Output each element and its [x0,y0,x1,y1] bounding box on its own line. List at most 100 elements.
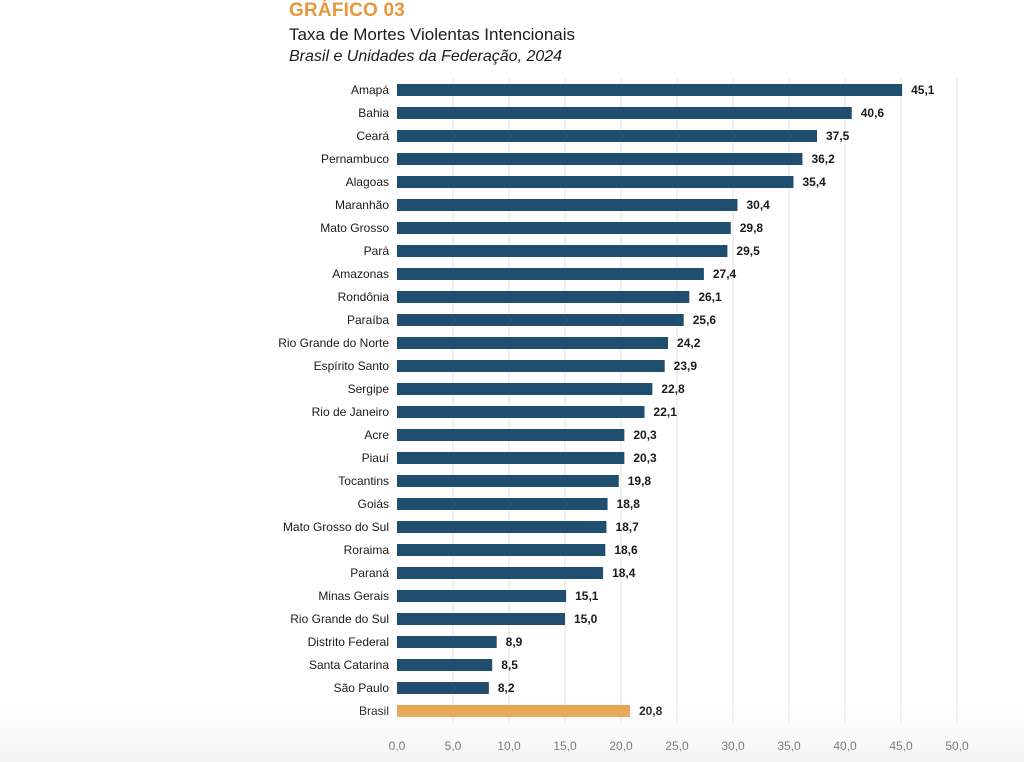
category-label: Santa Catarina [309,658,389,672]
x-tick-label: 35,0 [777,739,801,753]
category-labels: Amapá Bahia Ceará Pernambuco Alagoas Maranhão… [278,83,389,718]
bar-highlight [397,705,630,717]
category-label: Acre [364,428,389,442]
x-tick-label: 10,0 [497,739,521,753]
bar [397,176,794,188]
x-tick-label: 15,0 [553,739,577,753]
x-tick-label: 45,0 [889,739,913,753]
bar [397,659,493,671]
value-label: 8,5 [501,658,518,672]
category-label: Rio de Janeiro [312,405,390,419]
x-tick-label: 25,0 [665,739,689,753]
x-tick-label: 50,0 [945,739,969,753]
bar [397,429,625,441]
category-label: Maranhão [335,198,389,212]
value-label: 25,6 [693,313,717,327]
bar [397,107,852,119]
value-label: 18,4 [612,566,636,580]
value-label: 45,1 [911,83,935,97]
category-label: Alagoas [346,175,389,189]
value-label: 27,4 [713,267,737,281]
bars [397,84,903,717]
value-label: 20,3 [633,428,657,442]
value-label: 30,4 [746,198,770,212]
bar [397,268,704,280]
category-label: Mato Grosso [320,221,389,235]
bar [397,682,489,694]
bar [397,613,565,625]
value-label: 18,6 [614,543,638,557]
x-tick-label: 40,0 [833,739,857,753]
bar [397,590,567,602]
category-label: Amazonas [332,267,389,281]
value-label: 15,0 [574,612,598,626]
value-label: 15,1 [575,589,599,603]
value-label: 8,9 [506,635,523,649]
x-tick-label: 20,0 [609,739,633,753]
x-axis-ticks: 0,0 5,0 10,0 15,0 20,0 25,0 30,0 35,0 40,0 45,0 50… [389,739,969,753]
gridlines [452,78,958,722]
bar [397,153,803,165]
bar [397,84,903,96]
value-label: 24,2 [677,336,701,350]
category-label: Goiás [358,497,389,511]
category-label: Mato Grosso do Sul [283,520,389,534]
category-label: Espírito Santo [314,359,390,373]
value-label: 29,8 [740,221,764,235]
bar [397,567,604,579]
x-tick-label: 0,0 [389,739,406,753]
value-label: 36,2 [811,152,835,166]
value-label: 26,1 [698,290,722,304]
category-label: Distrito Federal [308,635,389,649]
chart-header: GRÁFICO 03 Taxa de Mortes Violentas Inte… [289,0,989,67]
bar [397,452,625,464]
category-label: Sergipe [348,382,390,396]
bar [397,337,669,349]
bar [397,498,608,510]
bar [397,130,817,142]
category-label: Pernambuco [321,152,389,166]
bar [397,360,665,372]
bar [397,521,607,533]
value-label: 40,6 [861,106,885,120]
category-label: Paraíba [347,313,389,327]
value-label: 23,9 [674,359,698,373]
bar [397,544,606,556]
chart-subtitle: Brasil e Unidades da Federação, 2024 [289,48,563,65]
chart-title: Taxa de Mortes Violentas Intencionais [289,25,576,44]
category-label: Tocantins [338,474,389,488]
bar [397,406,645,418]
value-label: 20,3 [633,451,657,465]
category-label: Amapá [351,83,389,97]
value-label: 19,8 [628,474,652,488]
bar [397,291,690,303]
value-label: 37,5 [826,129,850,143]
category-label: Roraima [344,543,390,557]
value-label: 18,8 [617,497,641,511]
category-label: Piauí [362,451,390,465]
category-label: Bahia [358,106,389,120]
value-label: 20,8 [639,704,663,718]
bar [397,199,738,211]
category-label: São Paulo [334,681,390,695]
category-label: Rio Grande do Sul [290,612,389,626]
category-label: Ceará [356,129,389,143]
value-label: 22,8 [661,382,685,396]
bar [397,222,731,234]
value-label: 22,1 [654,405,678,419]
x-tick-label: 30,0 [721,739,745,753]
category-label: Brasil [359,704,389,718]
bar [397,314,684,326]
value-label: 35,4 [802,175,826,189]
value-label: 29,5 [736,244,760,258]
category-label: Minas Gerais [318,589,389,603]
x-tick-label: 5,0 [445,739,462,753]
category-label: Rio Grande do Norte [278,336,389,350]
bar [397,636,497,648]
category-label: Pará [364,244,390,258]
value-label: 8,2 [498,681,515,695]
bar [397,475,619,487]
bar [397,245,728,257]
category-label: Paraná [350,566,389,580]
